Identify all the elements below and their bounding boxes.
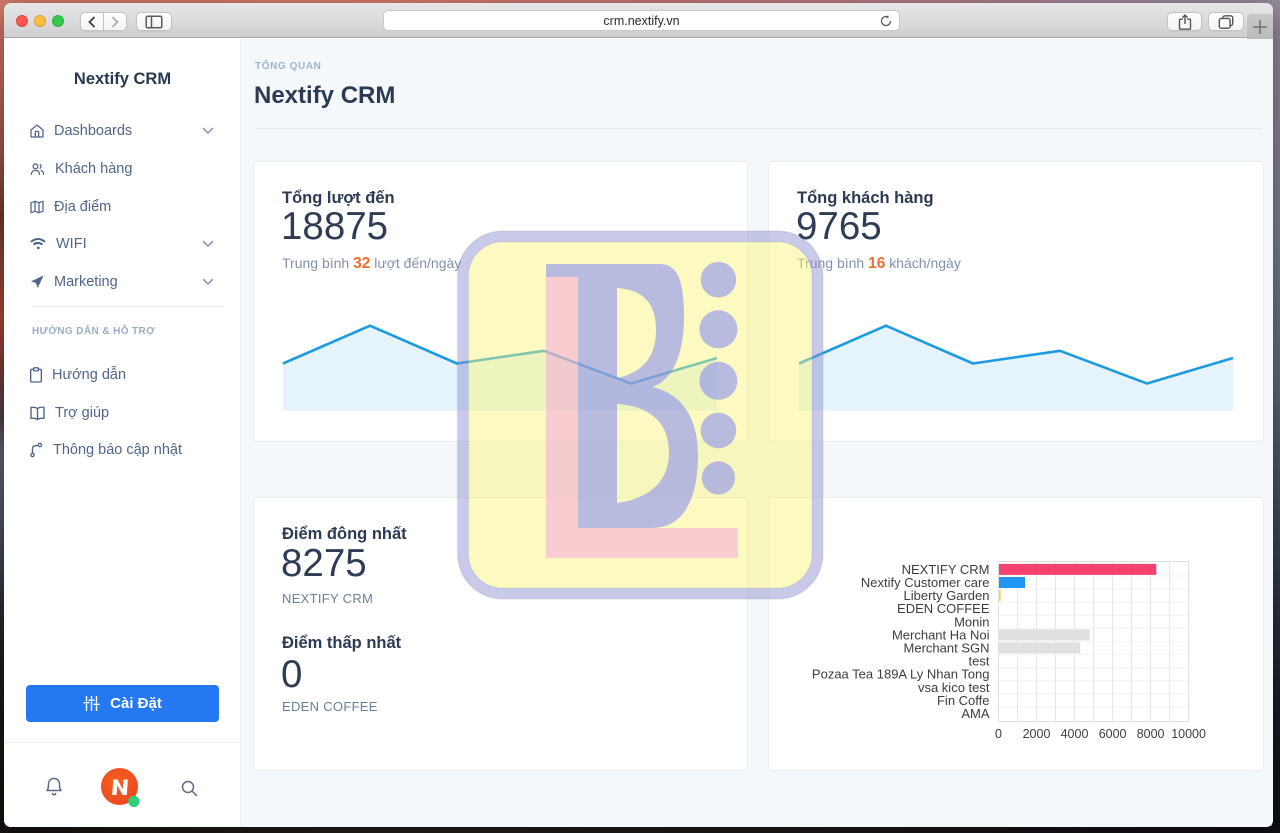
svg-text:Nextify Customer care: Nextify Customer care xyxy=(861,575,990,590)
svg-text:NEXTIFY CRM: NEXTIFY CRM xyxy=(902,562,990,577)
svg-text:EDEN COFFEE: EDEN COFFEE xyxy=(897,601,990,616)
svg-text:8000: 8000 xyxy=(1137,727,1165,741)
svg-text:Pozaa Tea 189A Ly Nhan Tong: Pozaa Tea 189A Ly Nhan Tong xyxy=(812,667,990,682)
svg-text:4000: 4000 xyxy=(1061,727,1089,741)
svg-text:test: test xyxy=(969,654,990,669)
svg-text:AMA: AMA xyxy=(961,706,990,721)
svg-text:6000: 6000 xyxy=(1099,727,1127,741)
svg-text:10000: 10000 xyxy=(1171,727,1206,741)
svg-text:Merchant SGN: Merchant SGN xyxy=(904,641,990,656)
svg-text:0: 0 xyxy=(995,727,1002,741)
svg-text:Monin: Monin xyxy=(954,614,989,629)
svg-text:vsa kico test: vsa kico test xyxy=(918,680,990,695)
svg-text:Fin Coffe: Fin Coffe xyxy=(937,693,990,708)
svg-text:2000: 2000 xyxy=(1023,727,1051,741)
svg-text:Liberty Garden: Liberty Garden xyxy=(904,588,990,603)
svg-text:Merchant Ha Noi: Merchant Ha Noi xyxy=(892,627,990,642)
